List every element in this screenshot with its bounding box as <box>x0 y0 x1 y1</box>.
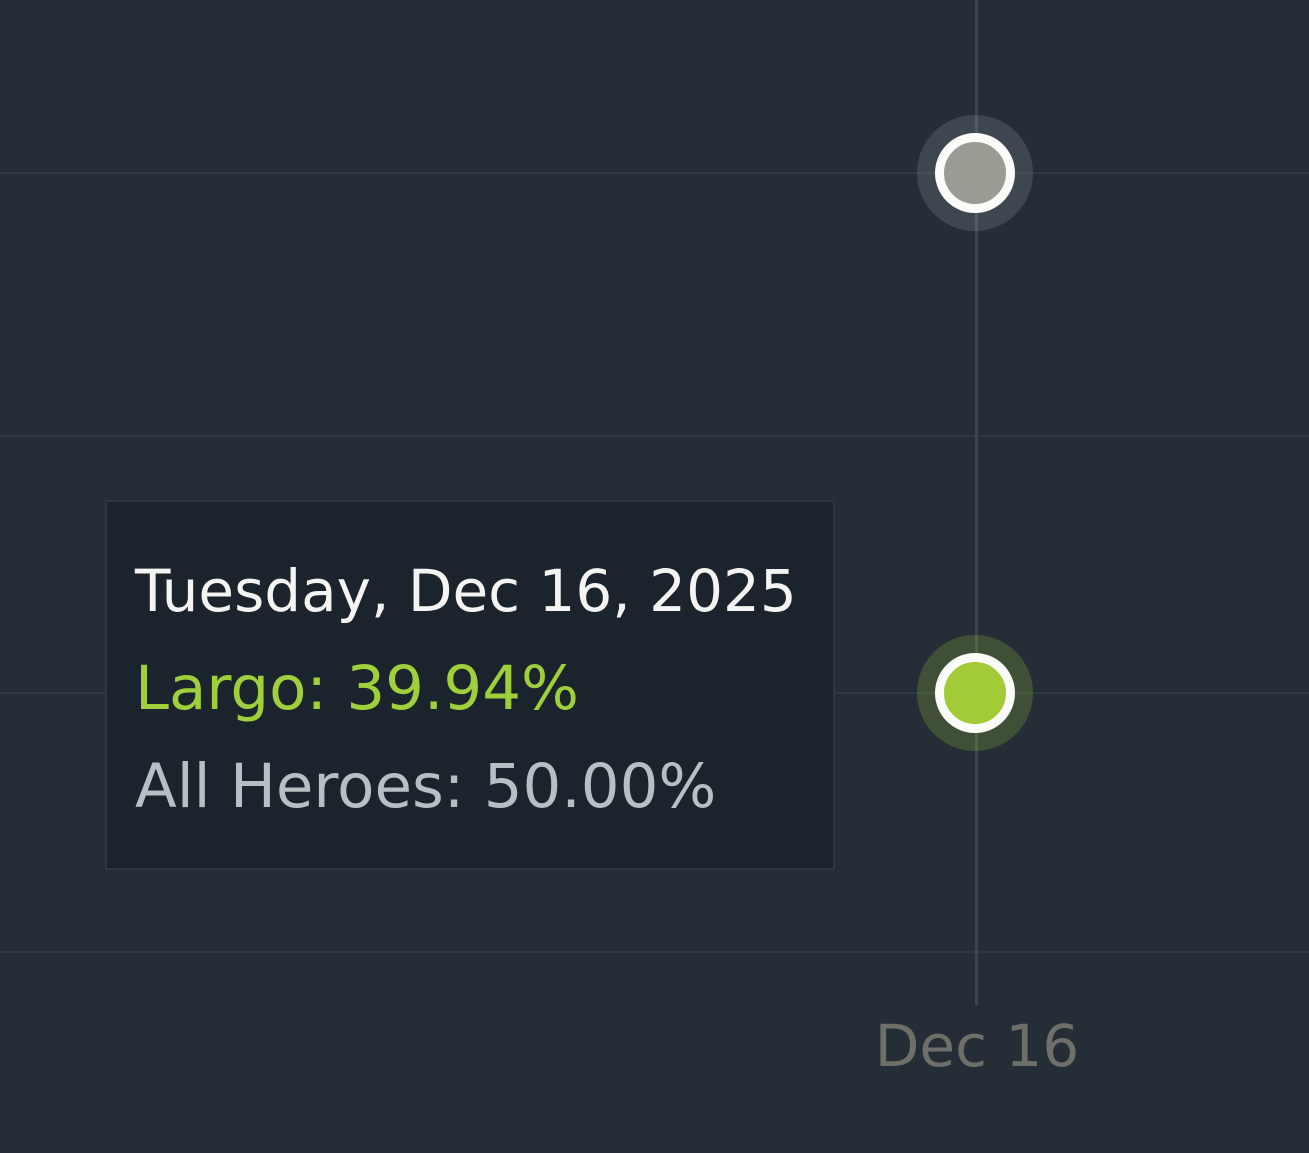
tooltip-row-largo: Largo: 39.94% <box>135 640 833 738</box>
data-point-all-heroes-dot <box>935 133 1015 213</box>
crosshair-gridline-dec16 <box>975 0 978 1005</box>
h-gridline-50 <box>0 172 1309 174</box>
tooltip-all-heroes-separator: : <box>443 751 484 822</box>
tooltip-largo-label: Largo <box>135 653 307 724</box>
h-gridline-45 <box>0 435 1309 437</box>
x-axis-tick-label: Dec 16 <box>874 1012 1080 1080</box>
tooltip-largo-value: 39.94% <box>346 653 579 724</box>
chart-tooltip: Tuesday, Dec 16, 2025 Largo: 39.94% All … <box>105 500 835 870</box>
data-point-largo[interactable] <box>917 635 1033 751</box>
tooltip-row-all-heroes: All Heroes: 50.00% <box>135 738 833 836</box>
tooltip-all-heroes-value: 50.00% <box>483 751 717 822</box>
tooltip-date-title: Tuesday, Dec 16, 2025 <box>135 557 797 625</box>
tooltip-all-heroes-label: All Heroes <box>135 751 444 822</box>
data-point-all-heroes[interactable] <box>917 115 1033 231</box>
tooltip-largo-separator: : <box>306 653 347 724</box>
data-point-largo-dot <box>935 653 1015 733</box>
h-gridline-35 <box>0 951 1309 953</box>
